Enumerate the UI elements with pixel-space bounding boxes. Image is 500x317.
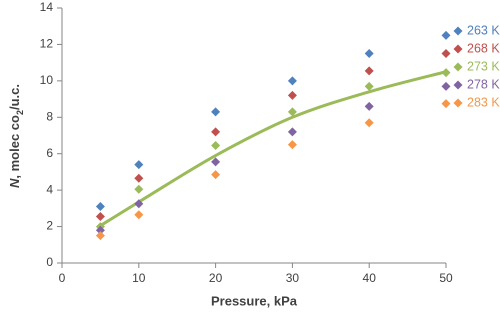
marker (441, 99, 451, 109)
y-tick-label: 2 (46, 219, 53, 233)
marker (364, 81, 374, 91)
legend-marker (453, 62, 463, 72)
legend-label: 278 K (467, 77, 500, 91)
y-label-part: /u.c. (7, 84, 22, 110)
marker (95, 231, 105, 241)
x-tick-label: 20 (209, 271, 223, 285)
legend-label: 268 K (467, 41, 500, 55)
marker (287, 76, 297, 86)
marker (211, 157, 221, 167)
x-axis-label: Pressure, kPa (211, 293, 298, 308)
marker (364, 66, 374, 76)
marker (287, 127, 297, 137)
marker (134, 173, 144, 183)
marker (364, 49, 374, 59)
y-tick-label: 8 (46, 109, 53, 123)
marker (364, 118, 374, 128)
x-tick-label: 30 (286, 271, 300, 285)
y-tick-label: 0 (46, 255, 53, 269)
marker (287, 107, 297, 117)
y-axis-label: N, molec co2/u.c. (7, 84, 25, 188)
y-label-part: N (7, 178, 22, 188)
marker (211, 170, 221, 180)
x-tick-label: 50 (439, 271, 453, 285)
marker (134, 184, 144, 194)
legend-label: 273 K (467, 59, 500, 73)
marker (134, 199, 144, 209)
marker (134, 160, 144, 170)
legend-marker (453, 80, 463, 90)
marker (441, 81, 451, 91)
y-label-part: , molec co (7, 115, 22, 179)
trendline (99, 70, 447, 227)
y-tick-label: 12 (40, 37, 54, 51)
x-tick-label: 10 (132, 271, 146, 285)
marker (95, 225, 105, 235)
legend-marker (453, 26, 463, 36)
marker (441, 30, 451, 40)
marker (287, 90, 297, 100)
y-tick-label: 4 (46, 182, 53, 196)
legend-marker (453, 44, 463, 54)
y-label-part: 2 (15, 110, 25, 115)
marker (441, 68, 451, 78)
legend-label: 283 K (467, 95, 500, 109)
x-tick-label: 0 (59, 271, 66, 285)
marker (211, 127, 221, 137)
marker (441, 49, 451, 59)
marker (364, 101, 374, 111)
marker (95, 212, 105, 222)
y-tick-label: 6 (46, 146, 53, 160)
marker (211, 141, 221, 151)
marker (211, 107, 221, 117)
y-tick-label: 14 (40, 0, 54, 14)
marker (287, 140, 297, 150)
legend-marker (453, 98, 463, 108)
y-tick-label: 10 (40, 73, 54, 87)
marker (95, 202, 105, 212)
x-tick-label: 40 (363, 271, 377, 285)
legend-label: 263 K (467, 23, 500, 37)
marker (134, 210, 144, 220)
